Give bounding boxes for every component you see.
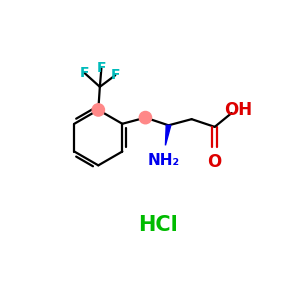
Circle shape: [92, 104, 104, 116]
Text: HCl: HCl: [138, 215, 178, 235]
Circle shape: [139, 112, 152, 124]
Polygon shape: [165, 125, 171, 145]
Text: O: O: [208, 153, 222, 171]
Text: F: F: [110, 68, 120, 82]
Text: F: F: [80, 66, 89, 80]
Text: NH₂: NH₂: [148, 153, 180, 168]
Text: F: F: [97, 61, 106, 75]
Text: OH: OH: [224, 101, 252, 119]
